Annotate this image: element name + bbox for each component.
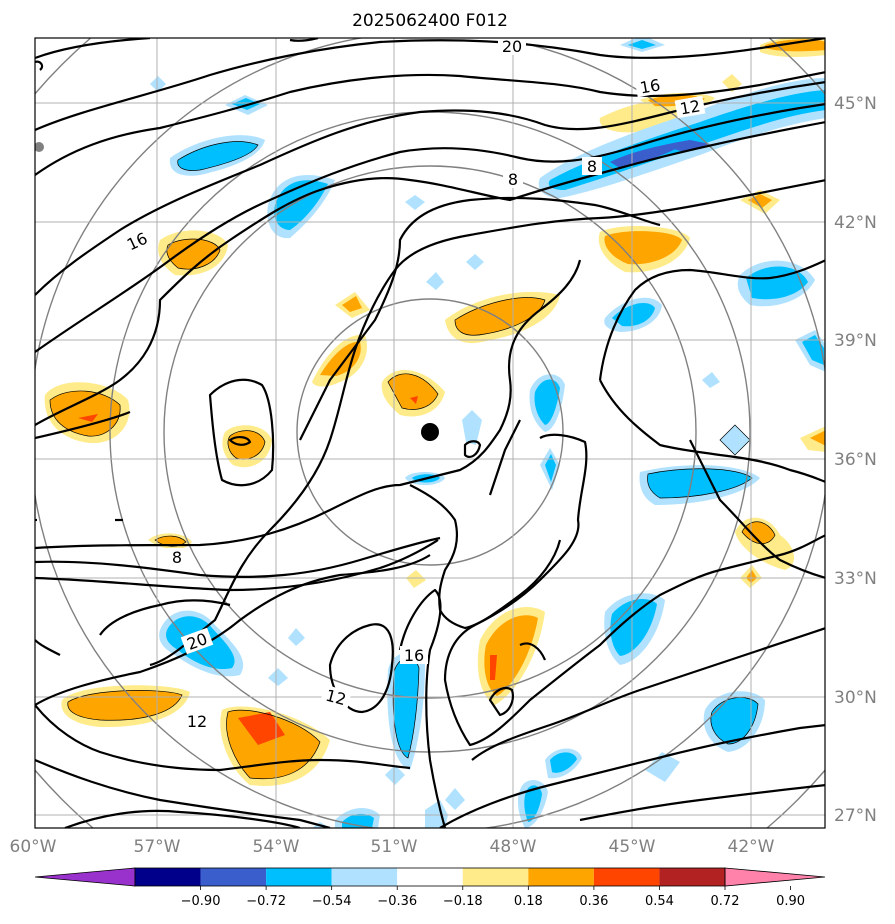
shade-orange bbox=[67, 690, 182, 721]
shade-orange bbox=[455, 297, 545, 336]
contour-label: 16 bbox=[638, 75, 661, 97]
lon-tick-label: 54°W bbox=[253, 837, 300, 857]
shade-blue bbox=[647, 468, 752, 498]
lat-tick-label: 39°N bbox=[834, 331, 877, 351]
map-frame bbox=[34, 37, 826, 829]
lat-tick-label: 42°N bbox=[834, 213, 877, 233]
height-contours bbox=[35, 38, 825, 828]
shade-dark-blue bbox=[662, 140, 710, 152]
colorbar-tick-label: 0.18 bbox=[514, 894, 543, 909]
colorbar-tick-label: −0.90 bbox=[181, 894, 221, 909]
colorbar-tick-label: −0.54 bbox=[312, 894, 352, 909]
shade-light-blue bbox=[702, 372, 720, 388]
shade-light-blue bbox=[462, 410, 482, 445]
shade-blue bbox=[545, 454, 556, 482]
contour-label: 16 bbox=[404, 646, 424, 665]
contour-label: 12 bbox=[324, 686, 349, 710]
shade-orange bbox=[50, 390, 121, 437]
shade-blue bbox=[628, 40, 656, 49]
shade-orange bbox=[484, 615, 538, 696]
colorbar-extend-high bbox=[724, 867, 826, 887]
colorbar-segment bbox=[135, 868, 201, 886]
lon-tick-label: 51°W bbox=[371, 837, 418, 857]
shade-orange bbox=[155, 536, 186, 547]
shade-orange bbox=[388, 373, 438, 410]
colorbar-segment bbox=[266, 868, 332, 886]
lon-tick-label: 48°W bbox=[490, 837, 537, 857]
shade-orange bbox=[604, 231, 682, 265]
colorbar-tick-label: −0.18 bbox=[443, 894, 483, 909]
contour-label: 12 bbox=[678, 96, 701, 118]
shade-red bbox=[490, 655, 497, 680]
longitude-labels: 60°W 57°W 54°W 51°W 48°W 45°W 42°W bbox=[10, 837, 775, 857]
colorbar-tick-label: 0.54 bbox=[645, 894, 674, 909]
lat-tick-label: 33°N bbox=[834, 569, 877, 589]
colorbar-tick-label: −0.72 bbox=[246, 894, 286, 909]
shade-blue bbox=[710, 697, 758, 744]
shade-blue bbox=[550, 752, 577, 773]
shade-orange bbox=[742, 521, 775, 544]
colorbar-segment bbox=[331, 868, 398, 886]
shade-light-blue bbox=[405, 195, 425, 210]
shade-orange bbox=[810, 430, 825, 446]
gray-dot-marker bbox=[35, 142, 44, 152]
contour-label: 8 bbox=[587, 157, 597, 176]
shade-light-blue bbox=[645, 752, 680, 782]
shade-light-blue bbox=[466, 254, 484, 270]
colorbar-segment bbox=[462, 868, 529, 886]
lat-tick-label: 27°N bbox=[834, 806, 877, 826]
colorbar: −0.90 −0.72 −0.54 −0.36 −0.18 0.18 0.36 0.54 0.7… bbox=[34, 867, 826, 909]
lat-tick-label: 30°N bbox=[834, 688, 877, 708]
lon-tick-label: 45°W bbox=[609, 837, 656, 857]
shade-blue bbox=[612, 303, 655, 327]
contour-label: 20 bbox=[502, 37, 522, 56]
colorbar-extend-low bbox=[34, 867, 136, 887]
storm-center-marker bbox=[421, 423, 439, 441]
lon-tick-label: 57°W bbox=[134, 837, 181, 857]
shade-blue bbox=[534, 379, 560, 425]
shade-blue bbox=[802, 335, 824, 365]
colorbar-segment bbox=[200, 868, 267, 886]
colorbar-tick-label: −0.36 bbox=[377, 894, 417, 909]
contour-label: 12 bbox=[187, 712, 207, 731]
shade-light-yellow bbox=[722, 74, 742, 92]
shade-red bbox=[238, 712, 285, 745]
chart-title: 2025062400 F012 bbox=[352, 11, 508, 31]
colorbar-segment bbox=[528, 868, 594, 886]
colorbar-tick-label: 0.90 bbox=[776, 894, 805, 909]
colorbar-segment bbox=[659, 868, 725, 886]
lon-tick-label: 60°W bbox=[10, 837, 57, 857]
colorbar-segment bbox=[593, 868, 660, 886]
colorbar-segment bbox=[397, 868, 463, 886]
shade-light-yellow bbox=[406, 570, 426, 588]
shade-light-blue bbox=[288, 628, 305, 646]
lat-tick-label: 36°N bbox=[834, 450, 877, 470]
shade-orange bbox=[166, 238, 220, 270]
lat-tick-label: 45°N bbox=[834, 94, 877, 114]
shade-red bbox=[410, 396, 418, 404]
contour-label: 8 bbox=[172, 548, 182, 567]
shade-light-blue bbox=[150, 76, 166, 92]
colorbar-tick-label: 0.72 bbox=[711, 894, 740, 909]
colorbar-tick-label: 0.36 bbox=[579, 894, 608, 909]
shade-blue bbox=[610, 598, 657, 656]
shade-light-blue bbox=[268, 668, 288, 686]
shade-blue bbox=[232, 98, 260, 110]
contour-label: 8 bbox=[508, 170, 518, 189]
shade-light-blue bbox=[445, 788, 465, 810]
shade-light-blue bbox=[426, 272, 444, 290]
shade-blue bbox=[177, 141, 258, 171]
shade-light-blue bbox=[385, 765, 405, 785]
shade-orange bbox=[342, 296, 362, 312]
shade-blue bbox=[524, 785, 542, 822]
colorbar-outline bbox=[134, 867, 726, 887]
shade-blue bbox=[746, 266, 808, 300]
latitude-labels: 45°N 42°N 39°N 36°N 33°N 30°N 27°N bbox=[834, 94, 877, 826]
shade-red bbox=[78, 414, 98, 422]
shade-blue bbox=[393, 657, 419, 758]
lon-tick-label: 42°W bbox=[728, 837, 775, 857]
